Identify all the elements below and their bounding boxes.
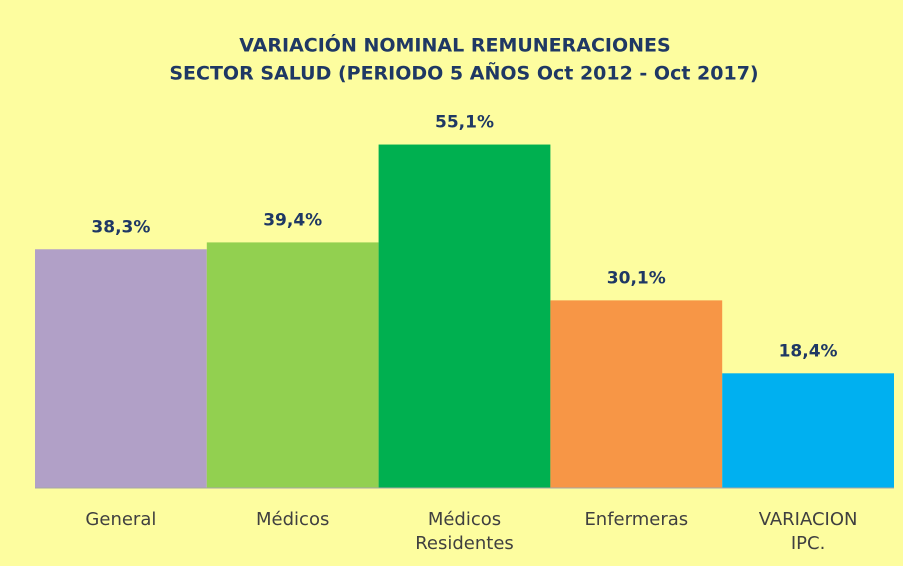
value-label: 39,4% [263,210,322,230]
x-tick-label: Médicos [256,509,330,530]
chart-title: VARIACIÓN NOMINAL REMUNERACIONES [239,33,670,57]
x-tick-label: Médicos Residentes [415,509,514,554]
bar [378,144,551,488]
bar [206,242,379,488]
bar [550,300,723,488]
value-label: 38,3% [91,217,150,237]
bar [35,249,207,488]
value-label: 30,1% [607,268,666,288]
x-tick-label: General [85,509,157,530]
value-label: 55,1% [435,113,494,133]
bar [722,373,894,488]
value-label: 18,4% [779,341,838,361]
x-tick-label: VARIACION IPC. [758,509,858,554]
chart-subtitle: SECTOR SALUD (PERIODO 5 AÑOS Oct 2012 - … [169,61,758,85]
x-tick-label: Enfermeras [584,509,689,530]
